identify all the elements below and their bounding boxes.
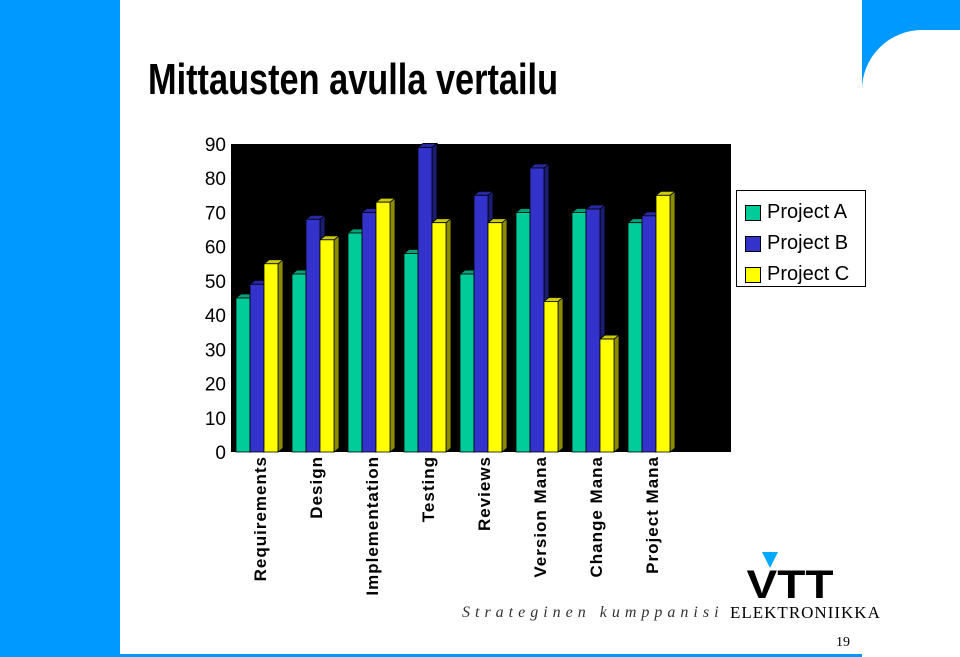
- legend-swatch-project-a: [745, 204, 761, 221]
- bar-side: [389, 197, 396, 453]
- legend-item-project-a: Project A: [737, 197, 865, 228]
- bar: [361, 212, 377, 453]
- y-tick-label: 70: [205, 203, 226, 224]
- bar: [459, 273, 475, 453]
- bar: [529, 167, 545, 453]
- bar: [473, 194, 489, 453]
- bar-side: [277, 258, 284, 453]
- legend-label-project-b: Project B: [767, 232, 849, 254]
- bar: [515, 212, 531, 453]
- bar: [263, 263, 279, 453]
- bar: [305, 218, 321, 453]
- bar: [319, 239, 335, 453]
- y-tick-label: 20: [205, 375, 226, 396]
- y-tick-label: 10: [205, 409, 226, 430]
- bar: [627, 222, 643, 453]
- bar: [235, 297, 251, 453]
- legend-label-project-a: Project A: [767, 201, 848, 223]
- bar-side: [613, 334, 620, 453]
- bar: [249, 283, 265, 453]
- bar: [585, 208, 601, 453]
- x-tick-label: Requirements: [251, 456, 270, 581]
- vtt-logo-text: VTT: [747, 563, 834, 600]
- legend-swatch-project-b: [745, 235, 761, 252]
- bar: [487, 222, 503, 453]
- bar-side: [557, 296, 564, 453]
- page-title: Mittausten avulla vertailu: [148, 55, 559, 104]
- vtt-logo: VTT: [747, 552, 834, 600]
- y-tick-label: 50: [205, 272, 226, 293]
- bar: [543, 301, 559, 453]
- bar: [417, 147, 433, 453]
- x-tick-label: Project Mana: [643, 456, 662, 574]
- legend-item-project-c: Project C: [737, 259, 865, 290]
- y-tick-label: 80: [205, 169, 226, 190]
- bar-side: [333, 234, 340, 453]
- x-tick-label: Version Mana: [531, 456, 550, 578]
- y-tick-label: 0: [215, 443, 226, 464]
- bar: [641, 215, 657, 453]
- bar-side: [501, 217, 508, 453]
- bar: [655, 194, 671, 453]
- right-white-curve: [862, 30, 960, 657]
- legend-item-project-b: Project B: [737, 228, 865, 259]
- bar: [375, 201, 391, 453]
- bar: [347, 232, 363, 453]
- bar: [291, 273, 307, 453]
- bar: [571, 212, 587, 453]
- x-tick-label: Testing: [419, 456, 438, 522]
- logo-subtitle: ELEKTRONIIKKA: [730, 603, 881, 622]
- bar-side: [669, 190, 676, 453]
- x-tick-label: Reviews: [475, 456, 494, 531]
- x-tick-label: Implementation: [363, 456, 382, 596]
- bar: [431, 222, 447, 453]
- page-number: 19: [836, 635, 850, 650]
- y-tick-label: 30: [205, 340, 226, 361]
- chart-legend: Project A Project B Project C: [736, 190, 866, 287]
- y-tick-label: 60: [205, 238, 226, 259]
- bar: [403, 253, 419, 453]
- tagline: Strateginen kumppanisi: [462, 604, 724, 621]
- x-tick-label: Design: [307, 456, 326, 519]
- vtt-logo-triangle: [762, 552, 778, 568]
- legend-label-project-c: Project C: [767, 263, 850, 285]
- legend-swatch-project-c: [745, 266, 761, 283]
- y-tick-label: 40: [205, 306, 226, 327]
- bar-side: [445, 217, 452, 453]
- bar: [599, 338, 615, 453]
- y-tick-label: 90: [205, 135, 226, 156]
- x-tick-label: Change Mana: [587, 456, 606, 578]
